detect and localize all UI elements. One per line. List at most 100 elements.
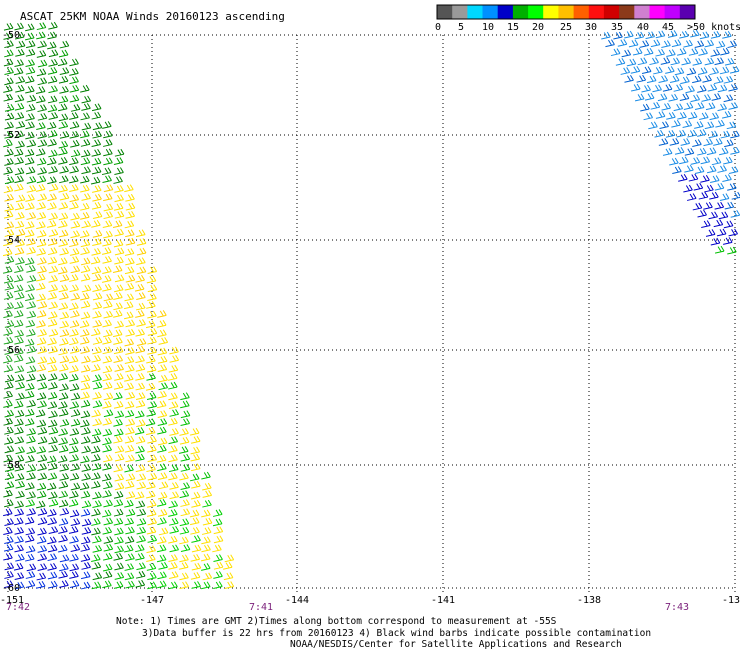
wind-barb: [103, 517, 114, 526]
wind-barb: [124, 248, 135, 256]
wind-barb: [168, 500, 179, 509]
map-title: ASCAT 25KM NOAA Winds 20160123 ascending: [20, 10, 285, 23]
wind-barb: [59, 329, 70, 337]
wind-barb: [179, 518, 190, 527]
wind-barb: [167, 373, 178, 381]
wind-barb: [26, 428, 37, 436]
wind-barb: [92, 301, 103, 310]
wind-barb: [146, 355, 156, 364]
wind-barb: [59, 86, 69, 94]
wind-barb: [80, 175, 90, 184]
wind-barb: [59, 337, 69, 346]
wind-barb: [36, 157, 47, 166]
wind-barb: [728, 102, 738, 110]
wind-barb: [617, 38, 628, 47]
wind-barb: [37, 112, 48, 121]
legend-label-35: 35: [611, 22, 623, 33]
wind-barb: [92, 346, 102, 355]
wind-barb: [3, 166, 13, 175]
wind-barb: [125, 508, 136, 517]
wind-barb: [70, 409, 81, 417]
wind-barb: [679, 30, 689, 39]
wind-barb: [102, 400, 112, 409]
wind-barb: [678, 173, 688, 182]
wind-barb: [69, 157, 79, 166]
wind-barb: [37, 472, 48, 481]
wind-barb: [15, 374, 25, 383]
wind-barb: [37, 427, 48, 435]
wind-barb: [682, 120, 693, 128]
wind-barb: [58, 147, 68, 156]
wind-barb: [156, 454, 167, 463]
wind-barb: [158, 562, 168, 570]
wind-barb: [114, 364, 124, 372]
wind-barb: [658, 75, 669, 83]
wind-barb: [92, 238, 102, 246]
wind-barb: [102, 121, 112, 129]
wind-barb: [36, 490, 47, 499]
wind-barb: [720, 47, 730, 56]
wind-barb: [146, 301, 156, 309]
wind-barb: [720, 130, 731, 139]
wind-barb: [59, 383, 69, 392]
wind-barb: [48, 21, 58, 30]
wind-barb: [114, 482, 125, 491]
wind-barb: [3, 355, 13, 364]
wind-barb: [36, 392, 47, 401]
wind-barb: [14, 409, 25, 418]
wind-barb: [710, 175, 720, 184]
wind-barb: [14, 473, 25, 482]
wind-barb: [157, 426, 167, 435]
wind-barb: [92, 500, 102, 509]
wind-barb: [48, 238, 58, 246]
wind-barb: [180, 482, 191, 490]
wind-barb: [650, 39, 661, 48]
wind-barb: [168, 454, 178, 463]
wind-barb: [37, 265, 47, 274]
wind-barb: [80, 202, 90, 211]
wind-barb: [69, 121, 80, 129]
wind-barb: [147, 328, 158, 336]
wind-barb: [37, 139, 48, 148]
wind-barb: [103, 211, 114, 220]
wind-barb: [14, 112, 25, 120]
wind-barb: [667, 30, 678, 38]
wind-barb: [665, 130, 676, 138]
wind-barb: [47, 419, 58, 428]
wind-barb: [190, 463, 201, 472]
wind-barb: [69, 130, 80, 139]
wind-barb: [92, 230, 103, 238]
wind-barb: [58, 212, 69, 221]
wind-barb: [47, 138, 57, 147]
wind-barb: [179, 490, 190, 499]
wind-barb: [658, 138, 669, 146]
wind-barb: [69, 302, 79, 311]
wind-barb: [103, 392, 114, 401]
wind-barb: [156, 544, 167, 553]
wind-barb: [147, 293, 157, 301]
wind-barb: [697, 129, 707, 137]
wind-barb: [70, 482, 81, 491]
wind-barb: [157, 329, 167, 338]
wind-barb: [4, 481, 15, 490]
wind-barb: [3, 185, 14, 194]
wind-barb: [694, 166, 705, 175]
wind-barb: [147, 581, 157, 590]
wind-barb: [91, 139, 102, 147]
wind-barb: [657, 93, 668, 102]
legend-label-20: 20: [532, 22, 544, 33]
time-label-0742: 7:42: [6, 602, 30, 613]
wind-barb: [670, 57, 680, 66]
wind-barb: [70, 149, 81, 158]
wind-barb: [102, 283, 112, 292]
wind-barb: [180, 418, 190, 426]
wind-barb: [58, 347, 68, 356]
wind-barb: [713, 76, 724, 85]
wind-barb: [4, 130, 14, 139]
wind-barb: [102, 571, 113, 579]
wind-barb: [37, 167, 47, 175]
note-line-3: NOAA/NESDIS/Center for Satellite Applica…: [290, 639, 622, 650]
wind-barb: [26, 94, 37, 103]
wind-barb: [37, 346, 48, 354]
wind-barb: [650, 101, 661, 110]
